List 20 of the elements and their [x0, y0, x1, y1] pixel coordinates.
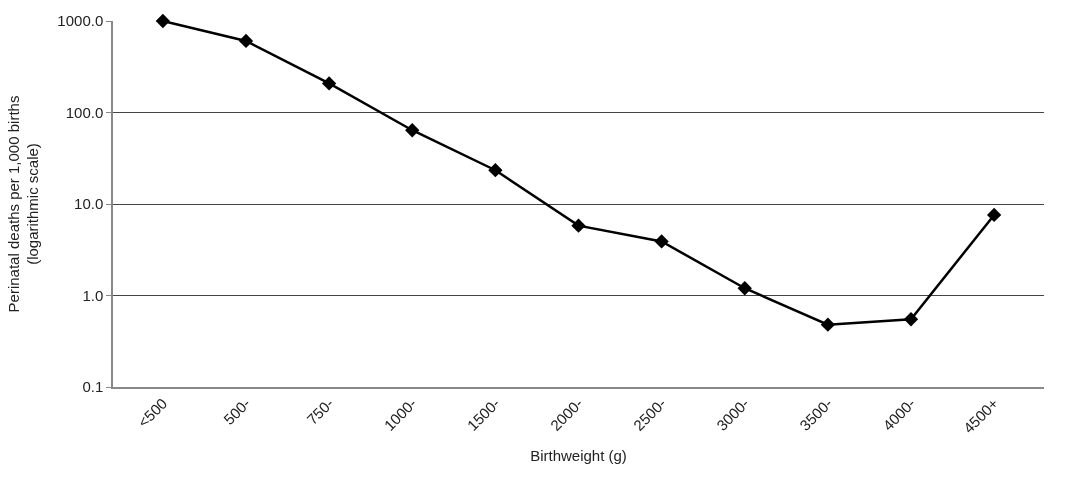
y-tick-label: 1.0 [82, 286, 104, 304]
point [737, 281, 752, 296]
point [571, 218, 586, 233]
point [820, 317, 836, 332]
point [321, 76, 337, 91]
y-tick-label: 100.0 [65, 103, 104, 121]
y-axis-title: Perinatal deaths per 1,000 births (logarithmic scale) [4, 95, 42, 313]
point [405, 123, 420, 138]
point [654, 234, 669, 249]
y-tick-label: 1000.0 [57, 12, 104, 30]
x-tick-label: 500- [220, 394, 254, 428]
x-axis-title: Birthweight (g) [530, 446, 627, 464]
y-tick-label: 10.0 [74, 195, 104, 213]
point [238, 33, 254, 49]
y-tick-label: 0.1 [82, 378, 104, 396]
point [903, 312, 919, 327]
point [488, 163, 503, 178]
x-tick-label: 750- [303, 394, 337, 428]
point [986, 207, 1002, 223]
point [155, 13, 171, 29]
